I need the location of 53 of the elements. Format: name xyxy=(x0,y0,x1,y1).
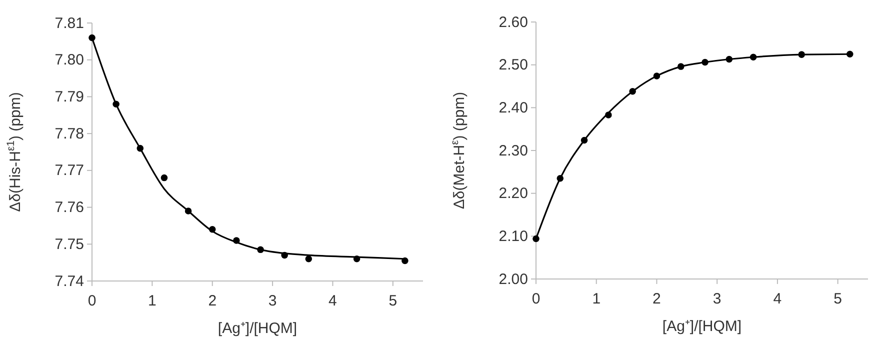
point xyxy=(305,256,312,262)
y-tick-label: 7.75 xyxy=(54,236,84,253)
point xyxy=(136,144,144,152)
y-tick-label: 2.30 xyxy=(498,142,528,160)
point xyxy=(532,235,540,242)
y-tick-label: 7.77 xyxy=(54,162,84,180)
point xyxy=(112,100,120,108)
x-tick-label: 5 xyxy=(834,290,842,308)
x-tick-label: 0 xyxy=(532,290,540,308)
y-tick-label: 7.80 xyxy=(54,52,84,69)
point xyxy=(88,34,96,42)
y-tick-label: 7.78 xyxy=(54,125,84,142)
x-tick-label: 4 xyxy=(773,290,782,308)
y-tick-label: 2.40 xyxy=(498,99,528,116)
point xyxy=(353,256,360,262)
x-tick-label: 3 xyxy=(712,290,722,308)
x-axis-title: [Ag⁺]/[HQM] xyxy=(218,320,298,337)
y-tick-label: 2.20 xyxy=(498,185,528,202)
point xyxy=(629,88,636,95)
point xyxy=(402,257,408,264)
point xyxy=(208,226,216,233)
point xyxy=(233,237,240,244)
y-tick-label: 7.76 xyxy=(54,199,84,216)
x-tick-label: 4 xyxy=(328,292,337,310)
x-tick-label: 2 xyxy=(652,290,661,308)
point xyxy=(653,72,660,80)
x-tick-label: 2 xyxy=(208,292,217,310)
y-tick-label: 7.81 xyxy=(54,14,84,32)
x-tick-label: 3 xyxy=(268,292,277,310)
x-axis-title: [Ag⁺]/[HQM] xyxy=(662,318,742,335)
point xyxy=(750,54,757,60)
point xyxy=(726,56,733,63)
y-tick-label: 2.00 xyxy=(498,270,528,288)
x-tick-label: 1 xyxy=(148,292,156,310)
point xyxy=(798,51,805,58)
y-tick-label: 2.60 xyxy=(498,14,528,31)
point xyxy=(677,63,684,70)
x-tick-label: 1 xyxy=(592,290,601,308)
point xyxy=(846,50,854,58)
point xyxy=(184,208,192,214)
y-tick-label: 2.10 xyxy=(498,228,528,245)
point xyxy=(580,136,588,144)
point xyxy=(160,174,168,182)
point xyxy=(605,112,612,118)
x-tick-label: 5 xyxy=(388,292,398,310)
point xyxy=(556,174,564,182)
y-tick-label: 2.50 xyxy=(498,56,528,74)
y-tick-label: 7.74 xyxy=(54,272,84,290)
y-tick-label: 7.79 xyxy=(54,88,84,106)
point xyxy=(702,58,708,66)
x-tick-label: 0 xyxy=(88,292,96,310)
point xyxy=(281,252,288,259)
point xyxy=(257,246,264,254)
